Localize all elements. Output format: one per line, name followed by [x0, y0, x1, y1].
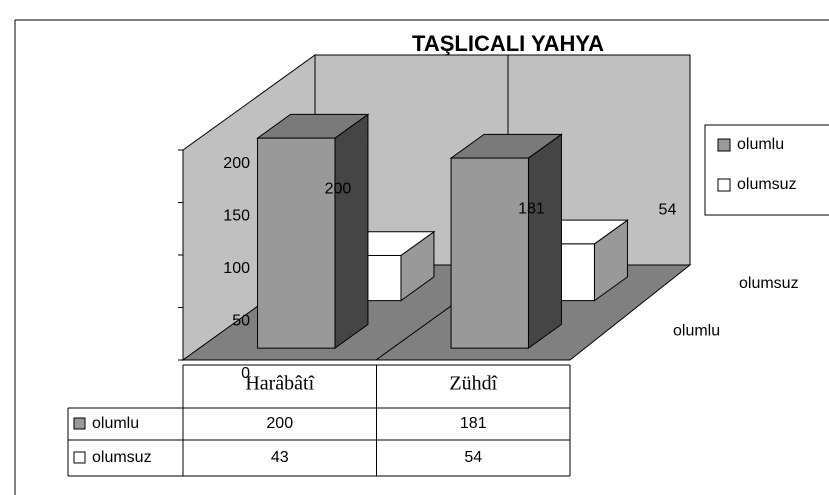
table-row-label: olumlu — [92, 415, 139, 432]
x-tick-label: Zühdî — [449, 373, 497, 395]
table-cell: 181 — [460, 415, 487, 432]
table-cell: 43 — [271, 449, 289, 466]
bar-side — [334, 113, 369, 350]
y-tick-label: 100 — [223, 260, 250, 277]
data-label: 54 — [659, 201, 677, 218]
depth-label: olumlu — [673, 322, 720, 339]
bar — [257, 137, 336, 349]
y-tick-label: 0 — [241, 365, 250, 382]
legend-swatch — [717, 178, 731, 192]
depth-label: olumsuz — [739, 275, 799, 292]
y-tick-label: 50 — [232, 313, 250, 330]
bar-side — [527, 133, 562, 350]
table-cell: 200 — [266, 415, 293, 432]
x-tick-label: Harâbâtî — [245, 373, 314, 395]
y-tick-label: 150 — [223, 208, 250, 225]
legend-label: olumsuz — [737, 176, 797, 193]
data-label: 200 — [325, 181, 352, 198]
table-row-label: olumsuz — [92, 449, 152, 466]
table-cell: 54 — [464, 449, 482, 466]
legend-label: olumlu — [737, 136, 784, 153]
table-swatch — [73, 451, 86, 464]
y-tick-label: 200 — [223, 155, 250, 172]
table-swatch — [73, 417, 86, 430]
legend-swatch — [717, 138, 731, 152]
chart-title: TAŞLICALI YAHYA — [412, 31, 604, 56]
bar — [450, 157, 529, 349]
data-label: 181 — [518, 201, 545, 218]
